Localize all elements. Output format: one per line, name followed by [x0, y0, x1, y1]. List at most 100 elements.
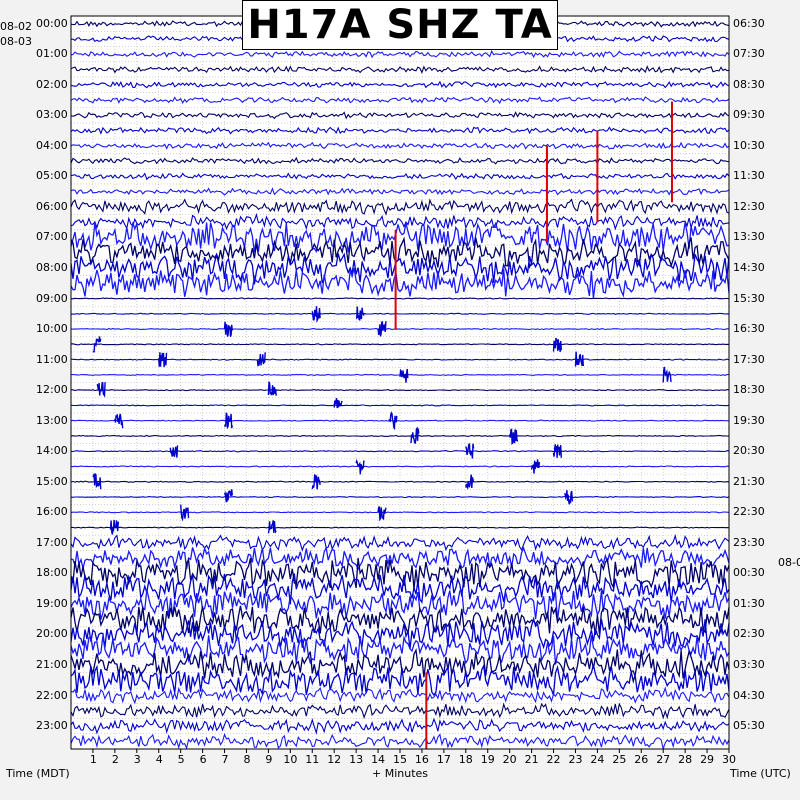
x-tick-label: 30 [722, 753, 736, 766]
trace-row [70, 588, 730, 621]
event-blip [169, 445, 179, 458]
right-hour-label: 13:30 [733, 230, 765, 244]
trace-row [70, 419, 730, 422]
right-hour-label: 03:30 [733, 658, 765, 671]
x-tick-label: 4 [155, 753, 163, 766]
trace-row [70, 198, 730, 216]
right-hour-label: 05:30 [733, 719, 765, 733]
trace-row [70, 297, 730, 300]
left-hour-label: 06:00 [36, 199, 68, 213]
event-blip [530, 459, 541, 474]
left-date-label-2: 08-03 [0, 35, 32, 48]
right-hour-label: 22:30 [733, 505, 765, 519]
right-axis-label: Time (UTC) [730, 767, 791, 780]
right-hour-label: 15:30 [733, 291, 765, 305]
trace-row [70, 465, 730, 468]
right-hour-label: 18:30 [733, 383, 765, 397]
event-blip [114, 413, 124, 429]
x-tick-label: 15 [393, 753, 407, 766]
left-hour-label: 04:00 [36, 138, 68, 152]
right-hour-label: 11:30 [733, 169, 765, 183]
x-tick-label: 21 [524, 753, 539, 766]
x-tick-label: 24 [590, 753, 605, 766]
trace-row [70, 65, 730, 74]
right-date-label: 08-0 [778, 556, 800, 569]
event-blip [399, 368, 409, 383]
left-hour-label: 10:00 [36, 322, 68, 336]
trace-row [70, 156, 730, 165]
x-tick-label: 1 [89, 753, 97, 766]
event-blip [92, 472, 102, 490]
left-hour-label: 17:00 [36, 535, 68, 549]
trace-row [71, 389, 730, 392]
x-tick-label: 8 [243, 753, 251, 766]
event-blip [333, 398, 343, 409]
trace-row [70, 663, 730, 697]
left-hour-label: 19:00 [36, 596, 68, 610]
right-hour-label: 19:30 [733, 413, 765, 427]
right-hour-label: 17:30 [733, 352, 765, 366]
trace-row [70, 212, 730, 231]
x-tick-label: 23 [568, 753, 583, 766]
right-hour-label: 09:30 [733, 108, 765, 122]
left-hour-label: 14:00 [36, 444, 68, 458]
event-blip [662, 366, 672, 383]
trace-row [70, 733, 730, 751]
x-axis-label: + Minutes [372, 767, 429, 780]
x-tick-label: 6 [199, 753, 207, 766]
trace-row [70, 358, 730, 361]
trace-row [70, 141, 730, 150]
left-hour-label: 00:00 [36, 16, 68, 30]
x-tick-label: 2 [111, 753, 119, 766]
event-blip [355, 306, 365, 322]
left-hour-label: 22:00 [36, 688, 68, 702]
event-blip [158, 352, 168, 368]
left-hour-label: 15:00 [36, 474, 68, 488]
event-blip [223, 321, 233, 337]
event-blip [180, 504, 190, 522]
right-hour-label: 02:30 [733, 627, 765, 641]
trace-row [70, 616, 730, 650]
x-tick-label: 11 [305, 753, 320, 766]
trace-row [70, 327, 730, 331]
trace-row [70, 126, 730, 135]
event-blip [267, 520, 277, 534]
right-hour-label: 00:30 [733, 566, 765, 580]
event-blip [267, 380, 277, 396]
trace-row [70, 545, 730, 571]
trace-row [70, 702, 730, 720]
x-tick-label: 19 [480, 753, 495, 766]
x-tick-label: 14 [371, 753, 386, 766]
left-hour-label: 12:00 [36, 383, 68, 397]
trace-row [70, 267, 730, 299]
trace-row [70, 252, 730, 285]
x-tick-label: 18 [458, 753, 473, 766]
right-hour-label: 20:30 [733, 444, 765, 458]
right-hour-label: 08:30 [733, 77, 765, 91]
trace-row [70, 480, 730, 483]
right-hour-label: 04:30 [733, 688, 765, 702]
trace-row [70, 450, 730, 453]
right-hour-label: 06:30 [733, 16, 765, 30]
left-hour-label: 20:00 [36, 627, 68, 641]
left-hour-label: 13:00 [36, 413, 68, 427]
right-hour-label: 10:30 [733, 138, 765, 152]
x-tick-label: 3 [133, 753, 141, 766]
left-date-label: 08-02 [0, 20, 32, 33]
x-tick-label: 13 [349, 753, 364, 766]
left-hour-label: 21:00 [36, 658, 68, 671]
event-blip [410, 426, 420, 445]
trace-row [70, 96, 730, 105]
traces [70, 19, 730, 751]
event-blip [311, 474, 321, 490]
event-blip [223, 489, 233, 503]
event-blip [355, 459, 365, 475]
x-tick-label: 27 [656, 753, 671, 766]
trace-row [70, 343, 730, 346]
x-tick-label: 5 [177, 753, 185, 766]
trace-row [70, 434, 730, 438]
trace-row [70, 533, 730, 552]
trace-row [70, 49, 730, 59]
left-hour-label: 23:00 [36, 719, 68, 733]
trace-row [71, 526, 730, 529]
